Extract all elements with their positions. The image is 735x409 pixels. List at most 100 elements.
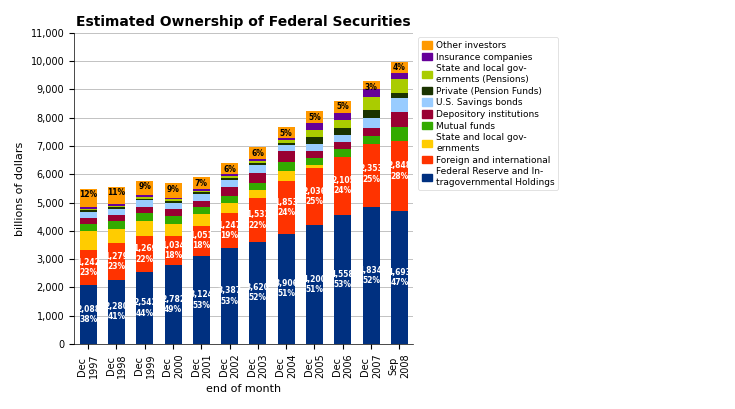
Bar xyxy=(391,126,408,141)
Text: 1,269
22%: 1,269 22% xyxy=(133,245,157,264)
Text: 4,693
47%: 4,693 47% xyxy=(387,268,412,288)
Bar xyxy=(79,189,97,207)
Bar xyxy=(136,199,153,200)
Bar xyxy=(136,213,153,221)
Bar xyxy=(165,209,182,216)
Bar xyxy=(79,210,97,212)
Text: 2,036
25%: 2,036 25% xyxy=(303,187,326,206)
X-axis label: end of month: end of month xyxy=(207,384,282,394)
Bar xyxy=(334,155,351,215)
Bar xyxy=(306,225,323,344)
Bar xyxy=(391,73,408,79)
Bar xyxy=(362,141,379,207)
Bar xyxy=(108,215,125,221)
Bar xyxy=(306,111,323,123)
Bar xyxy=(334,142,351,149)
Bar xyxy=(136,207,153,213)
Text: 3%: 3% xyxy=(365,83,378,92)
Bar xyxy=(249,165,266,173)
Bar xyxy=(334,149,351,157)
Bar xyxy=(306,144,323,151)
Bar xyxy=(249,163,266,165)
Bar xyxy=(79,218,97,225)
Bar xyxy=(136,200,153,207)
Bar xyxy=(362,97,379,110)
Text: 5%: 5% xyxy=(280,129,293,138)
Bar xyxy=(136,236,153,272)
Text: 1,051
18%: 1,051 18% xyxy=(190,231,213,250)
Bar xyxy=(391,131,408,211)
Text: 4,558
53%: 4,558 53% xyxy=(331,270,355,289)
Bar xyxy=(221,187,238,196)
Bar xyxy=(362,128,379,136)
Bar xyxy=(108,187,125,204)
Bar xyxy=(278,128,295,138)
Bar xyxy=(249,173,266,182)
Bar xyxy=(165,184,182,198)
Bar xyxy=(249,147,266,159)
Bar xyxy=(249,161,266,163)
Bar xyxy=(391,112,408,126)
Bar xyxy=(193,192,209,194)
Text: 4,200
51%: 4,200 51% xyxy=(303,275,326,294)
Bar xyxy=(278,151,295,162)
Bar xyxy=(306,130,323,137)
Text: 3,124
53%: 3,124 53% xyxy=(190,290,213,310)
Bar xyxy=(334,113,351,120)
Bar xyxy=(79,212,97,218)
Text: 2,353
25%: 2,353 25% xyxy=(359,164,383,184)
Text: 1,853
24%: 1,853 24% xyxy=(274,198,298,217)
Text: 3,387
53%: 3,387 53% xyxy=(218,286,242,306)
Bar xyxy=(136,221,153,236)
Bar xyxy=(278,171,295,181)
Bar xyxy=(391,93,408,98)
Bar xyxy=(278,143,295,145)
Bar xyxy=(334,215,351,344)
Bar xyxy=(193,178,209,189)
Bar xyxy=(278,145,295,151)
Bar xyxy=(334,101,351,113)
Bar xyxy=(108,206,125,207)
Bar xyxy=(193,256,209,344)
Text: 9%: 9% xyxy=(138,182,151,191)
Bar xyxy=(334,120,351,128)
Bar xyxy=(249,182,266,191)
Text: 5%: 5% xyxy=(308,112,321,121)
Text: 12%: 12% xyxy=(79,190,97,199)
Bar xyxy=(108,229,125,243)
Bar xyxy=(221,163,238,174)
Text: 7%: 7% xyxy=(195,179,208,188)
Text: 2,782
49%: 2,782 49% xyxy=(161,295,185,315)
Bar xyxy=(306,151,323,158)
Bar xyxy=(334,128,351,135)
Text: 11%: 11% xyxy=(107,188,126,197)
Bar xyxy=(278,140,295,143)
Bar xyxy=(193,194,209,201)
Bar xyxy=(221,174,238,176)
Bar xyxy=(221,203,238,213)
Bar xyxy=(193,189,209,191)
Text: 6%: 6% xyxy=(251,148,265,157)
Bar xyxy=(221,196,238,203)
Bar xyxy=(334,135,351,142)
Bar xyxy=(249,198,266,242)
Title: Estimated Ownership of Federal Securities: Estimated Ownership of Federal Securitie… xyxy=(76,15,411,29)
Bar xyxy=(278,181,295,234)
Bar xyxy=(136,197,153,199)
Bar xyxy=(165,198,182,200)
Legend: Other investors, Insurance companies, State and local gov-
ernments (Pensions), : Other investors, Insurance companies, St… xyxy=(418,38,559,190)
Bar xyxy=(136,272,153,344)
Bar xyxy=(165,236,182,265)
Text: 3,906
51%: 3,906 51% xyxy=(274,279,298,299)
Bar xyxy=(165,224,182,236)
Text: 1,242
23%: 1,242 23% xyxy=(76,258,100,277)
Bar xyxy=(221,180,238,187)
Bar xyxy=(108,207,125,209)
Text: 2,542
44%: 2,542 44% xyxy=(133,298,157,318)
Bar xyxy=(362,136,379,144)
Bar xyxy=(108,243,125,279)
Bar xyxy=(278,162,295,171)
Bar xyxy=(108,221,125,229)
Bar xyxy=(79,285,97,344)
Bar xyxy=(391,98,408,112)
